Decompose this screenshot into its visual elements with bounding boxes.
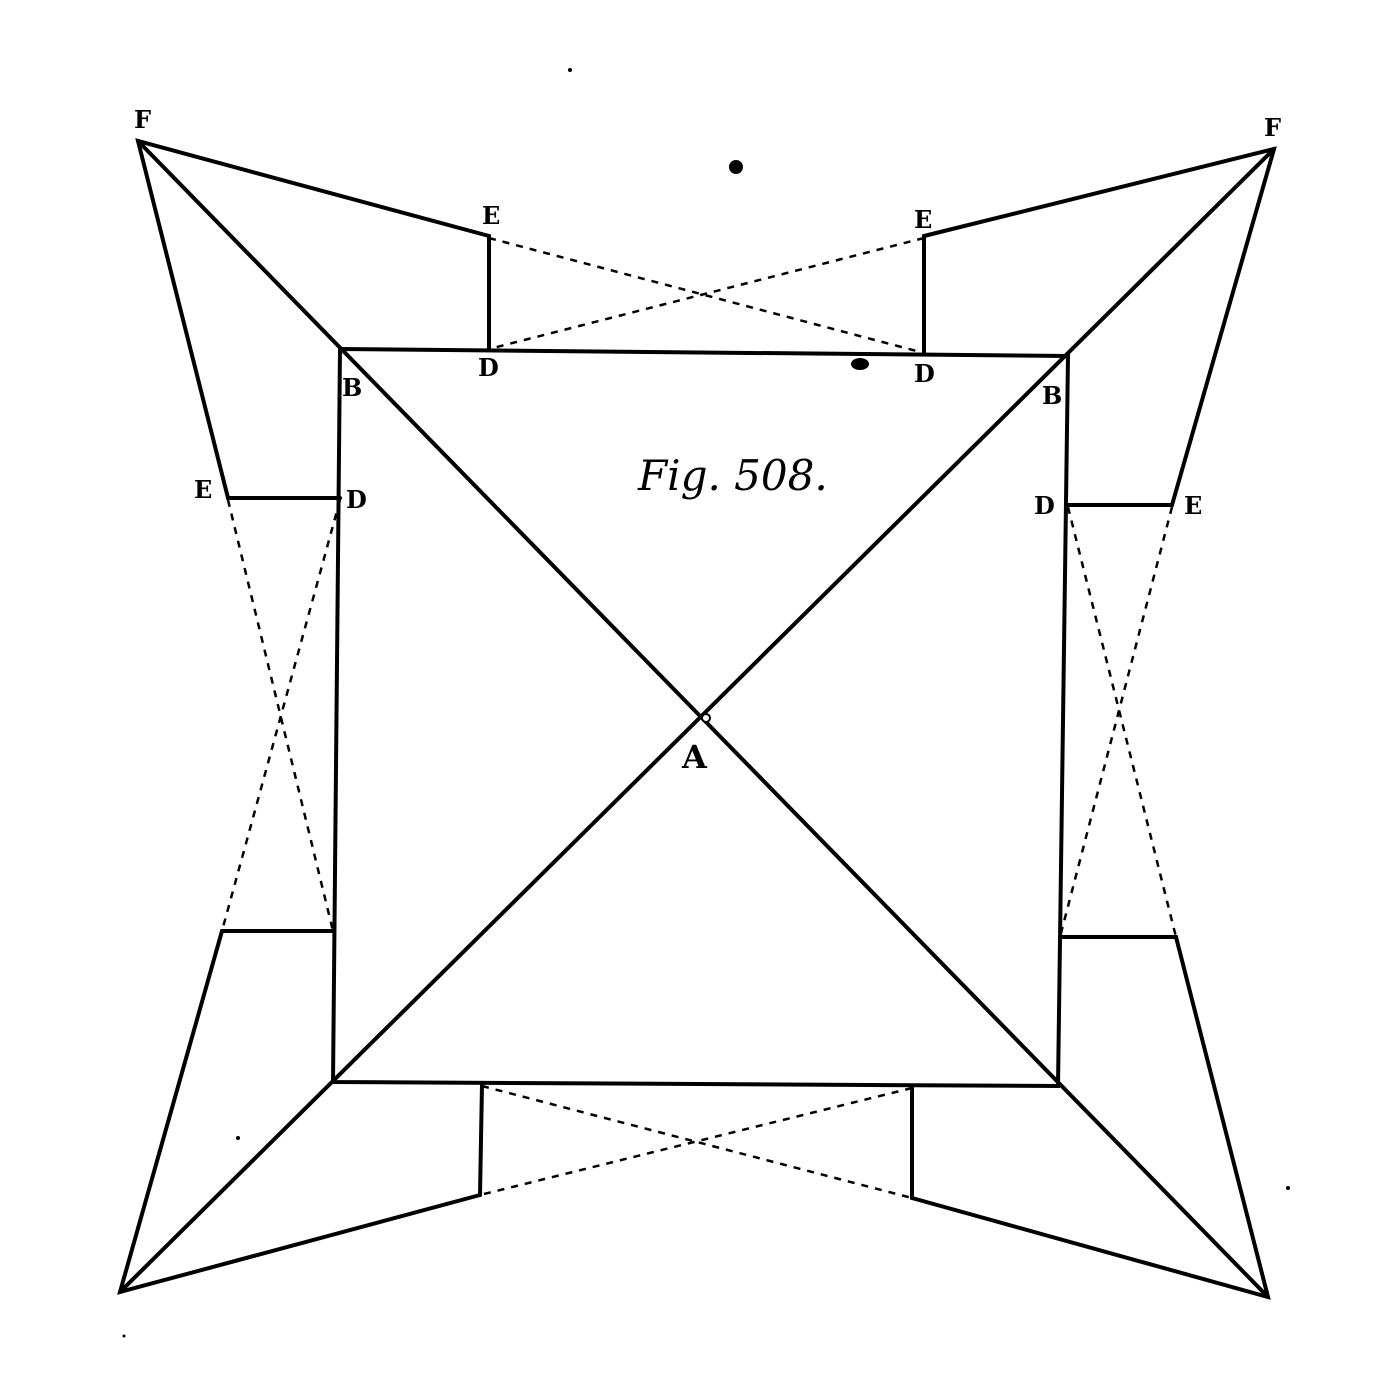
ink-speck bbox=[1286, 1186, 1290, 1190]
ink-speck bbox=[122, 1334, 126, 1338]
label-bastion-top-right-f: F bbox=[1264, 113, 1281, 142]
defence-line-left-1 bbox=[226, 499, 335, 932]
ink-speck bbox=[568, 68, 572, 72]
defence-line-left-2 bbox=[220, 499, 342, 932]
ink-speck bbox=[729, 160, 743, 174]
label-center-a: A bbox=[681, 738, 708, 776]
label-face-top-right-d: D bbox=[914, 359, 935, 388]
label-face-left-d: D bbox=[346, 485, 367, 514]
label-corner-top-left-b: B bbox=[342, 373, 362, 402]
bastion-top-left bbox=[135, 138, 491, 500]
defence-line-bottom-2 bbox=[479, 1086, 913, 1197]
bastion-bottom-right bbox=[910, 935, 1271, 1300]
label-flank-top-right-e: E bbox=[914, 205, 932, 234]
defence-line-bottom-1 bbox=[481, 1084, 913, 1200]
central-square bbox=[330, 346, 1071, 1089]
label-bastion-top-left-f: F bbox=[134, 105, 151, 134]
label-flank-left-e: E bbox=[194, 475, 212, 504]
label-flank-top-left-e: E bbox=[482, 201, 500, 230]
label-flank-right-e: E bbox=[1184, 491, 1202, 520]
bastion-top-right bbox=[922, 146, 1277, 507]
label-corner-top-right-b: B bbox=[1042, 381, 1062, 410]
center-point bbox=[701, 713, 711, 723]
defence-line-top-1 bbox=[488, 236, 925, 355]
figure-caption: Fig. 508. bbox=[637, 451, 828, 500]
ink-speck bbox=[236, 1136, 240, 1140]
defence-line-right-2 bbox=[1058, 506, 1174, 938]
label-face-top-left-d: D bbox=[478, 353, 499, 382]
defence-line-right-1 bbox=[1066, 506, 1178, 938]
defence-line-top-2 bbox=[488, 236, 925, 351]
bastion-bottom-left bbox=[117, 929, 484, 1295]
diagonal-top-right-to-bottom-left bbox=[118, 147, 1276, 1294]
label-face-right-d: D bbox=[1034, 491, 1055, 520]
ink-blot bbox=[851, 358, 869, 370]
